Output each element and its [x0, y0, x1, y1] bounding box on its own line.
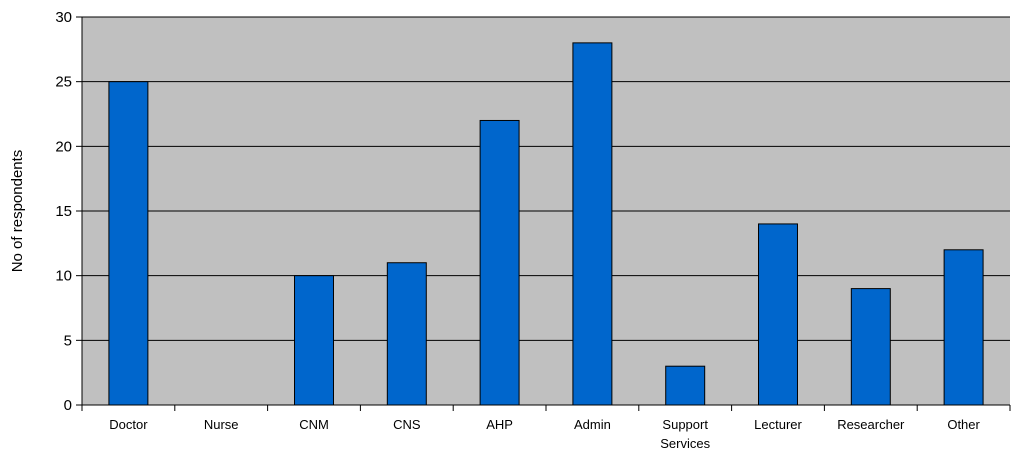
x-tick-label: Nurse [204, 417, 239, 432]
axes [81, 17, 1011, 411]
x-tick-label: Support Services [660, 417, 710, 451]
x-tick-label: Lecturer [754, 417, 802, 432]
bar-ahp [479, 119, 520, 406]
x-tick-label: Other [947, 417, 980, 432]
y-tick-label: 30 [55, 9, 72, 26]
bar-cns [386, 262, 427, 406]
y-tick-label: 15 [55, 203, 72, 220]
x-tick-label: CNS [393, 417, 421, 432]
y-tick-labels: 0 5 10 15 20 25 30 [55, 9, 72, 414]
y-tick-label: 5 [64, 332, 72, 349]
x-tick-label: AHP [486, 417, 513, 432]
y-tick-label: 10 [55, 268, 72, 285]
bar-researcher [850, 288, 891, 406]
x-tick-labels: Doctor Nurse CNM CNS AHP Admin Support Services… [109, 417, 980, 451]
y-axis-label: No of respondents [9, 150, 26, 273]
bar-lecturer [758, 223, 798, 406]
x-tick-label: Doctor [109, 417, 148, 432]
bars [108, 42, 984, 406]
bar-support-services [665, 365, 706, 406]
x-tick-label: Admin [574, 417, 611, 432]
bar-doctor [108, 81, 149, 406]
bar-cnm [294, 275, 334, 406]
x-tick-label: Researcher [837, 417, 905, 432]
bar-admin [572, 42, 613, 406]
y-tick-label: 25 [55, 74, 72, 91]
gridlines [76, 16, 1010, 406]
x-tick-label: CNM [299, 417, 329, 432]
bar-other [943, 249, 984, 406]
y-tick-label: 0 [64, 397, 72, 414]
y-tick-label: 20 [55, 138, 72, 155]
